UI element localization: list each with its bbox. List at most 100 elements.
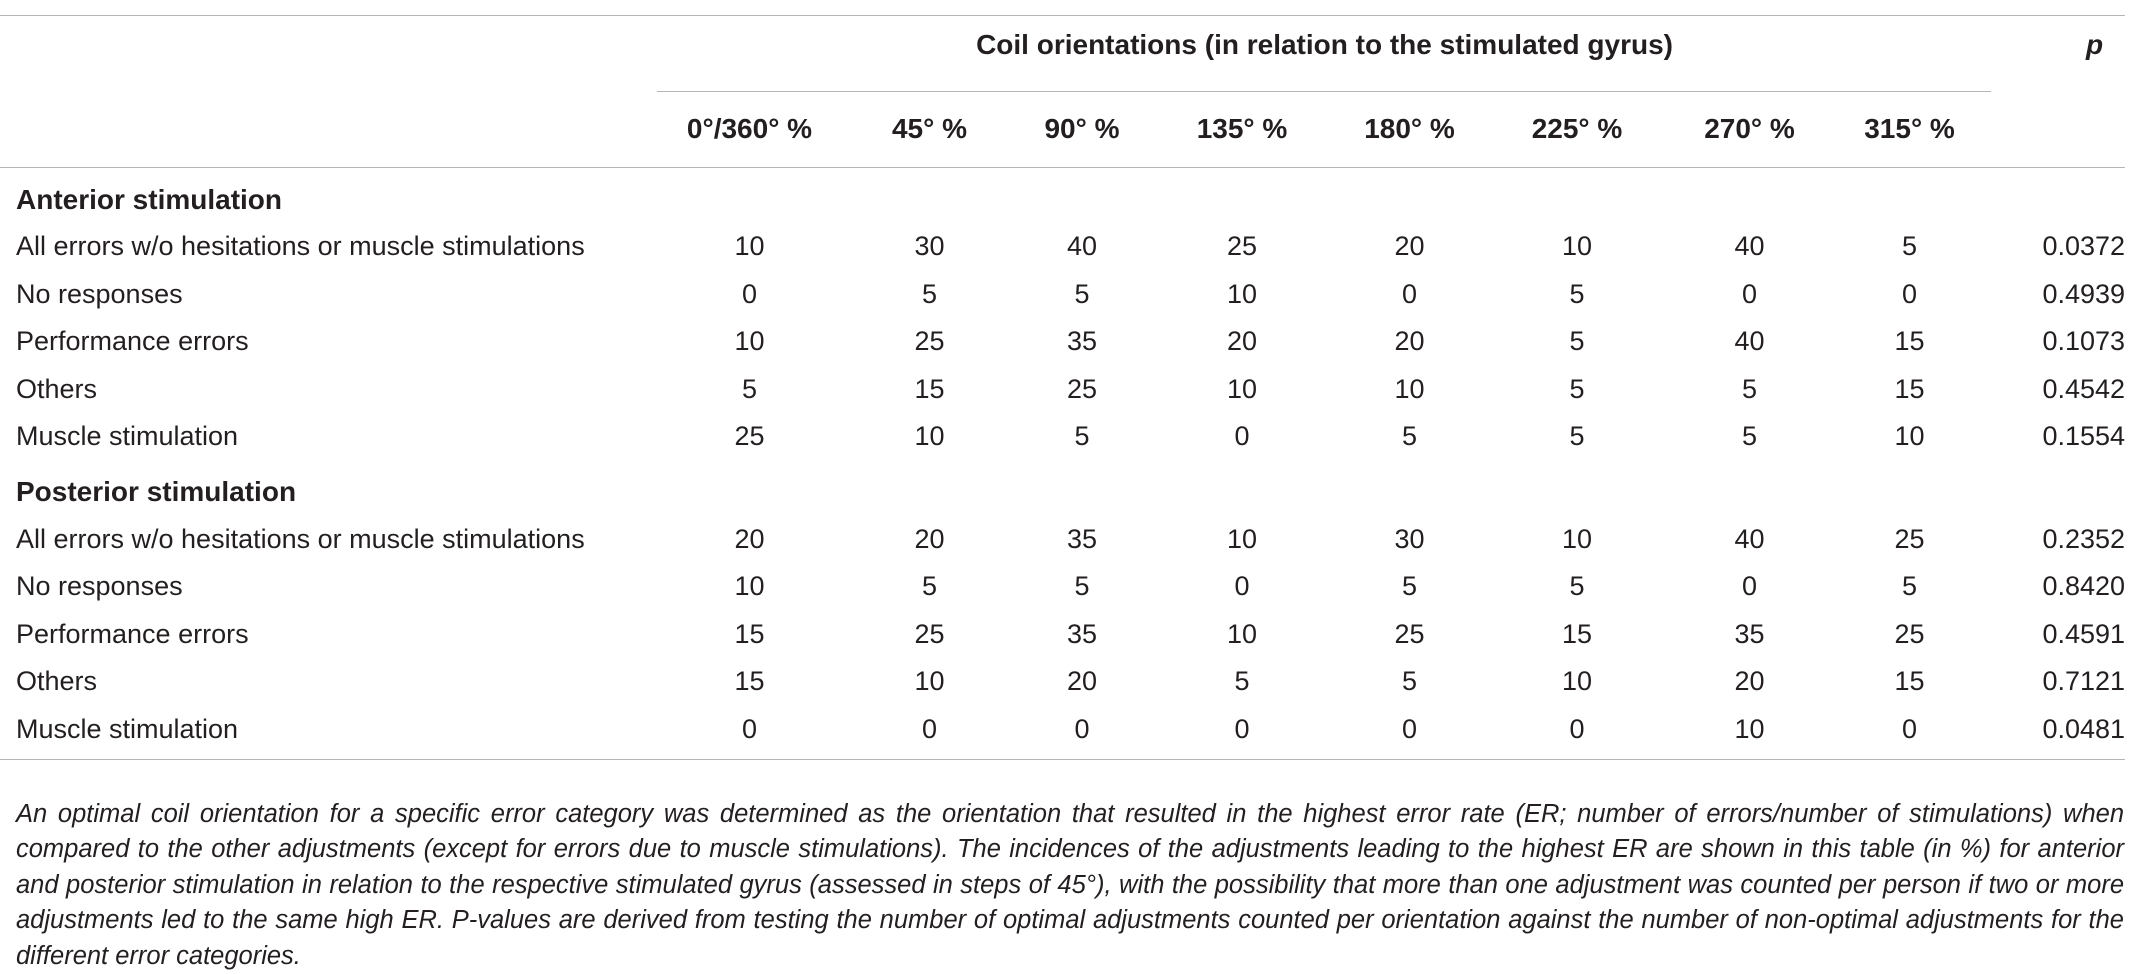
table-cell: 10 [842,658,1017,706]
table-cell: 0 [1147,706,1337,754]
table-cell: 5 [1337,413,1482,461]
table-cell: 40 [1672,516,1827,564]
table-cell: 10 [842,413,1017,461]
table-cell: 25 [657,413,842,461]
p-value-header: p [1992,0,2139,90]
table-cell: 25 [842,611,1017,659]
row-label: No responses [0,271,657,319]
table-cell: 40 [1672,318,1827,366]
empty-corner-cell [0,0,657,90]
table-cell: 0 [1827,706,1992,754]
table-cell: 10 [1147,271,1337,319]
row-label: All errors w/o hesitations or muscle sti… [0,516,657,564]
table-cell: 5 [1827,563,1992,611]
group-header-row: Posterior stimulation [0,461,2139,516]
table-cell: 0 [1337,706,1482,754]
header-row-orientations: 0°/360° % 45° % 90° % 135° % 180° % 225°… [0,90,2139,168]
table-cell: 20 [842,516,1017,564]
table-cell: 25 [1827,611,1992,659]
table-cell: 30 [1337,516,1482,564]
results-table: Coil orientations (in relation to the st… [0,0,2139,753]
p-value-cell: 0.8420 [1992,563,2139,611]
table-cell: 15 [1827,658,1992,706]
orientation-header: 270° % [1672,90,1827,168]
table-cell: 10 [1147,516,1337,564]
table-row: No responses 0 5 5 10 0 5 0 0 0.4939 [0,271,2139,319]
table-cell: 25 [1147,223,1337,271]
table-cell: 15 [1827,318,1992,366]
table-cell: 25 [1337,611,1482,659]
table-cell: 5 [1672,413,1827,461]
table-cell: 20 [1017,658,1147,706]
table-cell: 15 [657,611,842,659]
p-value-cell: 0.7121 [1992,658,2139,706]
table-cell: 5 [1017,271,1147,319]
table-cell: 5 [1337,658,1482,706]
table-cell: 10 [1482,658,1672,706]
orientation-header: 180° % [1337,90,1482,168]
table-cell: 10 [1337,366,1482,414]
table-cell: 0 [1147,413,1337,461]
row-label: Others [0,366,657,414]
table-cell: 5 [1482,413,1672,461]
table-cell: 5 [657,366,842,414]
table-cell: 0 [1147,563,1337,611]
table-cell: 25 [1017,366,1147,414]
header-row-groups: Coil orientations (in relation to the st… [0,0,2139,90]
empty-label-header [0,90,657,168]
orientation-header: 90° % [1017,90,1147,168]
table-cell: 15 [657,658,842,706]
table-cell: 5 [1147,658,1337,706]
p-value-cell: 0.4542 [1992,366,2139,414]
orientation-header: 135° % [1147,90,1337,168]
table-cell: 10 [1482,223,1672,271]
row-label: Others [0,658,657,706]
row-label: All errors w/o hesitations or muscle sti… [0,223,657,271]
row-label: Muscle stimulation [0,413,657,461]
p-value-cell: 0.1554 [1992,413,2139,461]
p-value-cell: 0.4591 [1992,611,2139,659]
table-cell: 10 [1147,366,1337,414]
table-cell: 0 [1337,271,1482,319]
table-cell: 20 [1147,318,1337,366]
table-cell: 0 [1482,706,1672,754]
orientation-header: 45° % [842,90,1017,168]
p-value-cell: 0.2352 [1992,516,2139,564]
orientation-header: 0°/360° % [657,90,842,168]
empty-p-header [1992,90,2139,168]
group-title: Anterior stimulation [0,168,2139,223]
table-cell: 0 [657,271,842,319]
table-cell: 25 [1827,516,1992,564]
p-value-cell: 0.4939 [1992,271,2139,319]
row-label: Muscle stimulation [0,706,657,754]
table-cell: 0 [1827,271,1992,319]
table-row: Others 5 15 25 10 10 5 5 15 0.4542 [0,366,2139,414]
table-cell: 20 [1337,223,1482,271]
group-title: Posterior stimulation [0,461,2139,516]
table-cell: 10 [657,563,842,611]
row-label: Performance errors [0,611,657,659]
table-row: Others 15 10 20 5 5 10 20 15 0.7121 [0,658,2139,706]
table-cell: 0 [657,706,842,754]
table-cell: 5 [1017,563,1147,611]
table-cell: 0 [1672,563,1827,611]
table-cell: 20 [1337,318,1482,366]
table-row: Performance errors 10 25 35 20 20 5 40 1… [0,318,2139,366]
table-cell: 40 [1017,223,1147,271]
table-row: Muscle stimulation 25 10 5 0 5 5 5 10 0.… [0,413,2139,461]
table-row: No responses 10 5 5 0 5 5 0 5 0.8420 [0,563,2139,611]
table-cell: 10 [1827,413,1992,461]
table-cell: 20 [1672,658,1827,706]
column-group-label: Coil orientations (in relation to the st… [657,0,1992,90]
p-value-cell: 0.0372 [1992,223,2139,271]
table-cell: 5 [1482,366,1672,414]
table-cell: 10 [657,223,842,271]
table-cell: 5 [1017,413,1147,461]
table-cell: 40 [1672,223,1827,271]
p-value-cell: 0.1073 [1992,318,2139,366]
table-cell: 35 [1017,611,1147,659]
table-cell: 35 [1017,318,1147,366]
table-cell: 25 [842,318,1017,366]
group-header-row: Anterior stimulation [0,168,2139,223]
orientation-header: 315° % [1827,90,1992,168]
